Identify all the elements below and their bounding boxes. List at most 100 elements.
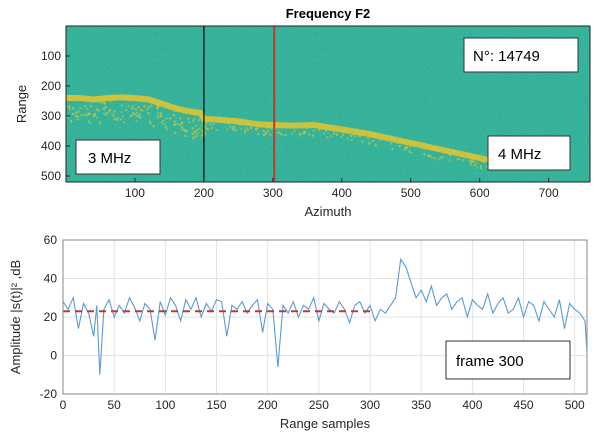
echo-speckle <box>339 130 342 133</box>
heatmap-x-ticks: 100 200 300 400 500 600 700 <box>125 178 559 200</box>
echo-speckle <box>203 133 206 136</box>
echo-speckle <box>116 118 119 121</box>
echo-speckle <box>469 163 472 166</box>
echo-speckle <box>405 146 408 149</box>
echo-speckle <box>89 122 92 124</box>
heatmap-y-tick-label: 500 <box>41 169 61 183</box>
echo-speckle <box>266 126 269 129</box>
echo-speckle <box>160 112 162 115</box>
echo-speckle <box>473 164 476 167</box>
echo-speckle <box>111 98 114 101</box>
echo-speckle <box>89 105 92 108</box>
echo-speckle <box>69 108 72 111</box>
echo-speckle <box>143 105 146 108</box>
echo-speckle <box>449 154 452 157</box>
echo-speckle <box>196 128 199 131</box>
echo-speckle <box>277 126 280 129</box>
heatmap-x-tick-label: 400 <box>332 186 352 200</box>
line-y-tick-label: 60 <box>44 233 58 247</box>
echo-speckle <box>280 126 283 129</box>
echo-speckle <box>433 157 436 160</box>
echo-speckle <box>302 132 305 135</box>
heatmap-x-tick-label: 500 <box>401 186 421 200</box>
echo-speckle <box>111 113 114 116</box>
line-x-label: Range samples <box>280 416 371 431</box>
echo-speckle <box>215 129 218 131</box>
echo-speckle <box>197 119 200 121</box>
echo-speckle <box>150 104 153 107</box>
echo-speckle <box>350 139 353 141</box>
echo-speckle <box>87 120 90 122</box>
annotation-frame-number-text: N°: 14749 <box>473 48 540 65</box>
echo-speckle <box>138 113 141 116</box>
echo-speckle <box>263 134 265 136</box>
echo-speckle <box>84 113 87 116</box>
echo-speckle <box>244 127 247 130</box>
echo-speckle <box>469 159 471 162</box>
echo-speckle <box>106 112 108 114</box>
echo-speckle <box>470 161 473 164</box>
line-y-ticks: -20 0 20 40 60 <box>40 233 58 401</box>
echo-speckle <box>293 130 296 133</box>
echo-speckle <box>80 114 83 117</box>
echo-speckle <box>415 142 418 144</box>
echo-speckle <box>330 135 333 138</box>
echo-speckle <box>204 126 207 129</box>
echo-speckle <box>181 126 183 128</box>
echo-speckle <box>451 149 453 152</box>
heatmap-title: Frequency F2 <box>286 6 371 21</box>
echo-speckle <box>409 145 412 148</box>
echo-speckle <box>97 109 100 112</box>
echo-speckle <box>340 135 343 138</box>
echo-speckle <box>157 112 160 115</box>
echo-speckle <box>95 108 98 111</box>
echo-speckle <box>96 116 98 119</box>
echo-speckle <box>395 137 398 140</box>
echo-speckle <box>393 138 396 141</box>
echo-speckle <box>220 118 223 121</box>
echo-speckle <box>136 115 139 118</box>
echo-speckle <box>298 132 301 135</box>
echo-speckle <box>484 159 487 162</box>
echo-speckle <box>113 115 115 118</box>
echo-speckle <box>156 107 159 110</box>
line-x-tick-label: 400 <box>462 398 482 412</box>
echo-speckle <box>368 141 371 144</box>
heatmap-y-label: Range <box>14 85 29 123</box>
annotation-4mhz-text: 4 MHz <box>498 146 541 163</box>
echo-speckle <box>205 122 208 125</box>
line-x-ticks: 0 50 100 150 200 250 300 350 400 450 500 <box>60 398 585 412</box>
echo-speckle <box>120 118 122 121</box>
echo-speckle <box>303 130 306 133</box>
line-x-tick-label: 50 <box>107 398 121 412</box>
echo-speckle <box>93 113 96 116</box>
echo-speckle <box>165 125 168 128</box>
echo-speckle <box>70 120 73 123</box>
echo-speckle <box>183 109 186 112</box>
heatmap-y-tick-label: 100 <box>41 49 61 63</box>
echo-speckle <box>122 115 125 118</box>
echo-speckle <box>320 126 323 129</box>
echo-speckle <box>172 114 175 117</box>
echo-speckle <box>479 156 482 159</box>
line-x-tick-label: 100 <box>155 398 175 412</box>
echo-speckle <box>396 141 399 144</box>
echo-speckle <box>161 119 164 122</box>
echo-speckle <box>93 115 96 118</box>
echo-speckle <box>191 132 194 135</box>
echo-speckle <box>97 100 100 103</box>
echo-speckle <box>299 134 302 137</box>
echo-speckle <box>361 140 364 143</box>
echo-speckle <box>246 128 249 131</box>
echo-speckle <box>268 126 271 129</box>
echo-speckle <box>475 162 478 165</box>
echo-speckle <box>72 107 75 110</box>
echo-speckle <box>113 110 116 113</box>
echo-speckle <box>440 156 442 159</box>
echo-speckle <box>141 109 144 112</box>
echo-speckle <box>458 157 460 160</box>
echo-speckle <box>410 152 413 155</box>
echo-speckle <box>449 150 452 153</box>
line-y-label: Amplitude |s(t)|² ,dB <box>8 260 23 374</box>
